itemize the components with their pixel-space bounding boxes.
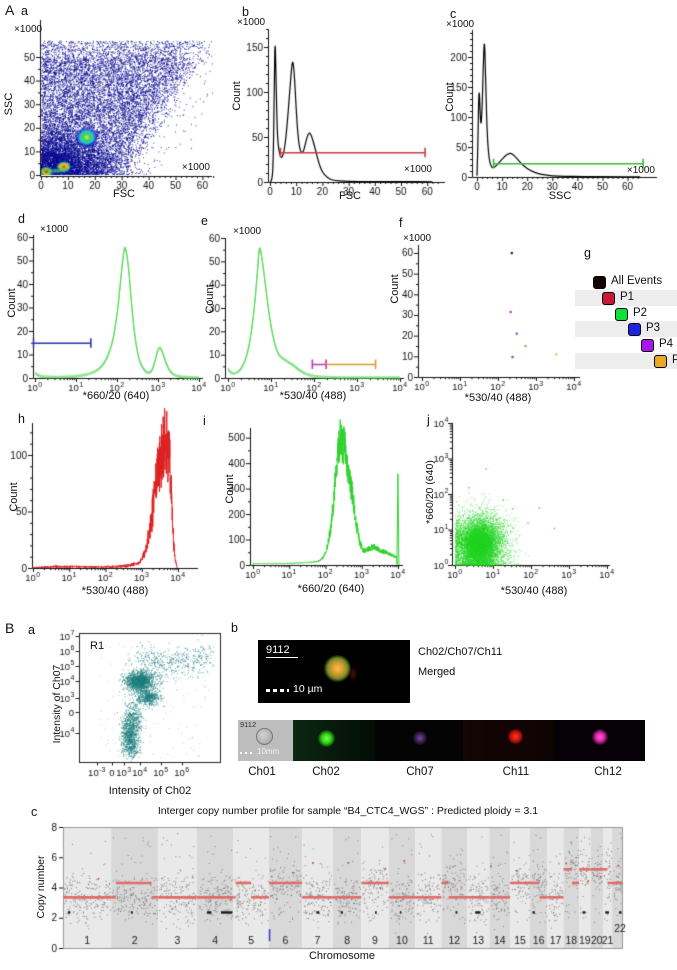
- legend-swatch-all-events: [593, 276, 606, 289]
- section-a-label: A: [5, 2, 15, 18]
- unit-x1000: ×1000: [403, 233, 432, 244]
- y-axis-label-count: Count: [389, 274, 401, 304]
- cell-fluorescence-blob: [324, 655, 351, 682]
- x-axis-label-530: *530/40 (488): [81, 585, 149, 597]
- unit-x1000: ×1000: [14, 24, 43, 35]
- scale-bar: [240, 752, 254, 754]
- section-b-label: B: [5, 620, 15, 636]
- y-axis-label-count: Count: [204, 284, 216, 314]
- y-axis-label-ch07: Intensity of Ch07: [51, 664, 63, 744]
- panel-i-letter: i: [203, 414, 206, 428]
- panel-e-letter: e: [201, 214, 208, 228]
- legend-swatch-p1: [602, 292, 615, 305]
- x-axis-label-ssc: SSC: [548, 190, 572, 202]
- legend-label: All Events: [611, 275, 663, 287]
- gate-r1-label: R1: [90, 640, 105, 652]
- scale-label: 10mm: [257, 747, 280, 756]
- x-axis-label-chromosome: Chromosome: [308, 950, 376, 962]
- channel-label-ch11: Ch11: [502, 766, 530, 778]
- y-axis-label-count: Count: [6, 288, 18, 318]
- y-axis-label-count: Count: [231, 81, 243, 111]
- panel-h-letter: h: [18, 412, 25, 426]
- cell-id-label: 9112: [266, 644, 298, 658]
- channel-label-ch01: Ch01: [248, 766, 276, 778]
- y-axis-label-count: Count: [444, 82, 456, 112]
- y-axis-label-count: Count: [224, 474, 236, 504]
- legend-stripe: [575, 353, 677, 369]
- merged-cell-image: 9112 10 µm: [258, 640, 410, 703]
- unit-x1000: ×1000: [40, 224, 69, 235]
- x-axis-label-660: *660/20 (640): [82, 390, 150, 402]
- merged-channels-label: Ch02/Ch07/Ch11: [418, 646, 503, 658]
- legend-label: P4: [659, 338, 674, 350]
- merged-label: Merged: [418, 666, 456, 678]
- legend-label: P3: [646, 322, 661, 334]
- channel-label-ch07: Ch07: [406, 766, 434, 778]
- unit-x1000: ×1000: [626, 165, 655, 176]
- fluorescence-dot-purple: [413, 731, 427, 745]
- panel-ba-letter: a: [28, 623, 35, 637]
- panel-bb-letter: b: [231, 621, 238, 635]
- channel-label-ch02: Ch02: [312, 766, 340, 778]
- scale-bar: [266, 689, 289, 692]
- panel-j-letter: j: [427, 413, 430, 427]
- panel-g-letter: g: [584, 246, 591, 260]
- y-axis-label-660: *660/20 (640): [424, 460, 436, 524]
- unit-x1000: ×1000: [446, 19, 475, 30]
- legend-stripe: [575, 290, 677, 306]
- cell-id-label: 9112: [240, 720, 257, 729]
- unit-x1000: ×1000: [181, 162, 210, 173]
- legend-swatch-p2: [615, 308, 628, 321]
- channel-label-ch12: Ch12: [594, 766, 622, 778]
- panel-bc-letter: c: [31, 805, 38, 819]
- legend-swatch-p5: [654, 355, 667, 368]
- x-axis-label-ch02: Intensity of Ch02: [108, 785, 192, 797]
- panel-b-letter: b: [242, 5, 249, 19]
- legend-swatch-p4: [641, 339, 654, 352]
- panel-c-letter: c: [450, 7, 457, 21]
- legend-label: P2: [633, 307, 648, 319]
- x-axis-label-fsc: FSC: [113, 188, 135, 200]
- y-axis-label-count: Count: [8, 482, 20, 512]
- unit-x1000: ×1000: [403, 164, 432, 175]
- x-axis-label-530: *530/40 (488): [279, 390, 347, 402]
- legend-label: P1: [620, 291, 635, 303]
- panel-d-letter: d: [18, 212, 25, 226]
- panel-f-letter: f: [399, 216, 403, 230]
- x-axis-label-660: *660/20 (640): [297, 583, 365, 595]
- scale-label: 10 µm: [293, 683, 323, 695]
- unit-x1000: ×1000: [233, 226, 262, 237]
- legend-label: P5: [672, 354, 677, 366]
- y-axis-label-copy-number: Copy number: [35, 855, 47, 919]
- fluorescence-dot-green: [318, 730, 335, 747]
- legend-stripe: [575, 321, 677, 337]
- y-axis-label-ssc: SSC: [3, 92, 15, 116]
- legend-swatch-p3: [628, 323, 641, 336]
- panel-a-letter: a: [21, 4, 28, 18]
- x-axis-label-530: *530/40 (488): [464, 392, 532, 404]
- fluorescence-dot-red: [508, 729, 523, 744]
- brightfield-cell: [256, 728, 273, 745]
- unit-x1000: ×1000: [237, 17, 266, 28]
- x-axis-label-fsc: FSC: [339, 190, 361, 202]
- cnv-plot-title: Interger copy number profile for sample …: [157, 805, 539, 817]
- fluorescence-dot-magenta: [592, 729, 608, 745]
- x-axis-label-530: *530/40 (488): [500, 585, 568, 597]
- cell-red-fringe: [348, 666, 358, 682]
- population-legend: All Events P1 P2 P3 P4 P5: [575, 262, 677, 374]
